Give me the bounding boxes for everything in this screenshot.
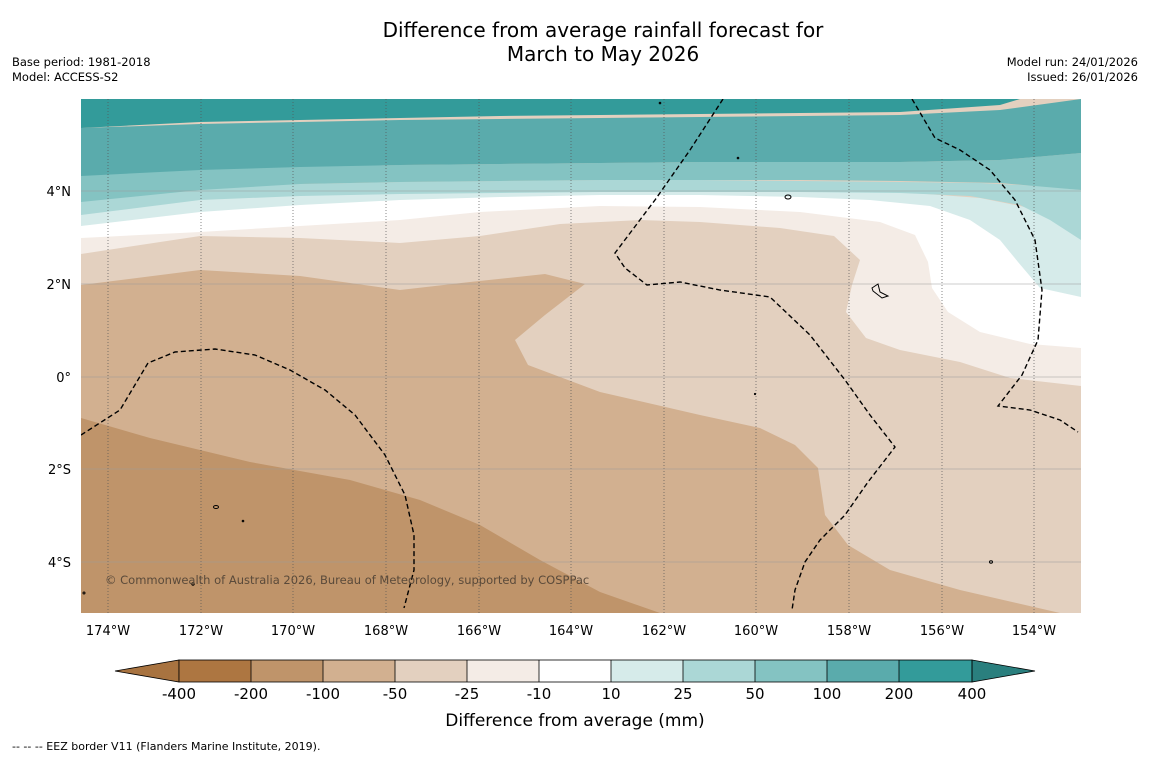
lon-label: 168°W — [364, 624, 408, 639]
lon-label: 166°W — [457, 624, 501, 639]
map-title: Difference from average rainfall forecas… — [0, 18, 1150, 66]
lon-label: 158°W — [827, 624, 871, 639]
colorbar-arrow-right — [971, 659, 1036, 683]
colorbar-segment — [179, 660, 251, 682]
colorbar-tick: 400 — [958, 685, 987, 703]
colorbar-tick: -100 — [306, 685, 340, 703]
lat-label: 2°N — [47, 278, 72, 293]
colorbar-segment — [395, 660, 467, 682]
colorbar-segment — [611, 660, 683, 682]
lon-label: 156°W — [920, 624, 964, 639]
islands — [82, 101, 993, 595]
colorbar-segment — [755, 660, 827, 682]
rainfall-contours — [81, 99, 1081, 613]
colorbar-segment — [827, 660, 899, 682]
colorbar-tick: -400 — [162, 685, 196, 703]
colorbar-tick: 50 — [745, 685, 764, 703]
issued-date: Issued: 26/01/2026 — [1027, 70, 1138, 84]
colorbar-tick: -50 — [383, 685, 408, 703]
colorbar-segment — [683, 660, 755, 682]
lon-label: 164°W — [549, 624, 593, 639]
colorbar-label: Difference from average (mm) — [445, 711, 704, 731]
band-plus25 — [81, 180, 1081, 240]
colorbar-arrow-left — [114, 659, 180, 683]
latitude-labels: 4°N 2°N 0° 2°S 4°S — [47, 185, 72, 571]
band-minus200 — [81, 418, 660, 613]
lon-label: 172°W — [179, 624, 223, 639]
copyright-text: © Commonwealth of Australia 2026, Bureau… — [105, 573, 589, 587]
colorbar-tick: 25 — [673, 685, 692, 703]
colorbar-segment — [539, 660, 611, 682]
band-plus100 — [81, 99, 1081, 176]
map-svg: © Commonwealth of Australia 2026, Bureau… — [47, 99, 1081, 731]
meta-right: Model run: 24/01/2026 Issued: 26/01/2026 — [1007, 55, 1138, 85]
band-plus200 — [81, 99, 1020, 128]
meta-left: Base period: 1981-2018 Model: ACCESS-S2 — [12, 55, 151, 85]
colorbar-segment — [323, 660, 395, 682]
lon-label: 162°W — [642, 624, 686, 639]
colorbar-tick: -25 — [455, 685, 480, 703]
title-line-2: March to May 2026 — [506, 42, 700, 66]
colorbar-tick: -10 — [527, 685, 552, 703]
eez-borders — [81, 99, 1079, 611]
colorbar — [114, 659, 1036, 683]
model-run: Model run: 24/01/2026 — [1006, 55, 1138, 69]
colorbar-segment — [467, 660, 539, 682]
colorbar-tick: 10 — [601, 685, 620, 703]
base-period: Base period: 1981-2018 — [12, 55, 151, 69]
colorbar-tick: 100 — [813, 685, 842, 703]
title-line-1: Difference from average rainfall forecas… — [382, 18, 824, 42]
eez-footnote: -- -- -- EEZ border V11 (Flanders Marine… — [12, 740, 321, 753]
colorbar-ticks: -400 -200 -100 -50 -25 -10 10 25 50 100 … — [162, 685, 986, 703]
model-name: Model: ACCESS-S2 — [12, 70, 119, 84]
lon-label: 174°W — [86, 624, 130, 639]
lat-label: 2°S — [48, 463, 71, 478]
latitude-gridlines — [81, 190, 1081, 563]
colorbar-outline — [178, 659, 973, 683]
lat-label: 0° — [56, 371, 71, 386]
longitude-labels: 174°W 172°W 170°W 168°W 166°W 164°W 162°… — [86, 624, 1056, 639]
colorbar-segment — [251, 660, 323, 682]
colorbar-tick: -200 — [234, 685, 268, 703]
colorbar-dividers — [250, 660, 900, 682]
band-plus50 — [81, 153, 1081, 202]
lon-label: 154°W — [1012, 624, 1056, 639]
lon-label: 170°W — [271, 624, 315, 639]
lat-label: 4°S — [48, 556, 71, 571]
colorbar-tick: 200 — [885, 685, 914, 703]
lon-label: 160°W — [734, 624, 778, 639]
colorbar-segment — [899, 660, 972, 682]
lat-label: 4°N — [47, 185, 72, 200]
